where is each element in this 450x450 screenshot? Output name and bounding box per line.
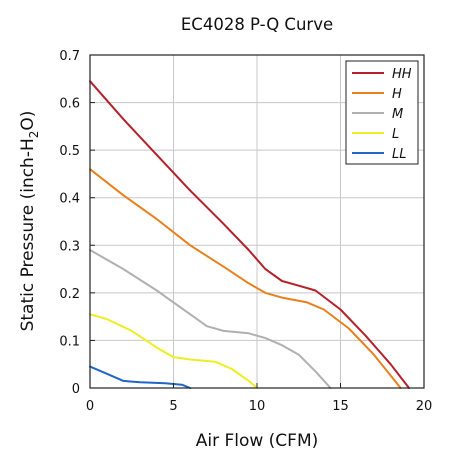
x-axis-label: Air Flow (CFM) [196, 431, 319, 450]
y-axis-label-main: Static Pressure (inch-H [18, 138, 38, 331]
y-axis-label-subscript: 2 [27, 131, 41, 139]
chart-title: EC4028 P-Q Curve [181, 15, 333, 34]
series-line-ll [89, 365, 192, 389]
series-line-l [89, 313, 258, 389]
y-tick-label: 0.3 [59, 239, 80, 254]
y-tick-label: 0 [72, 382, 80, 397]
legend-label-ll: LL [392, 147, 407, 162]
legend-label-hh: HH [392, 67, 412, 82]
y-tick-label: 0.6 [59, 97, 80, 112]
y-tick-label: 0.4 [59, 192, 80, 207]
y-tick-label: 0.2 [59, 287, 80, 302]
y-tick-label: 0.7 [59, 49, 80, 64]
series-line-hh [89, 80, 410, 389]
y-axis-label: Static Pressure (inch-H2O) [18, 111, 41, 332]
y-axis-label-end: O) [18, 111, 38, 131]
y-tick-label: 0.1 [59, 334, 80, 349]
series-line-h [89, 168, 402, 389]
x-tick-label: 5 [169, 399, 177, 414]
axis-ticks: 0 5 10 15 20 0 0.1 0.2 0.3 0.4 0.5 0.6 0.7 [59, 49, 432, 414]
x-tick-label: 15 [332, 399, 349, 414]
y-tick-label: 0.5 [59, 144, 80, 159]
series-line-m [89, 249, 332, 389]
x-tick-label: 10 [249, 399, 266, 414]
legend-label-h: H [392, 87, 402, 102]
legend-label-l: L [392, 127, 399, 142]
x-tick-label: 0 [86, 399, 94, 414]
series-lines [89, 80, 410, 389]
x-tick-label: 20 [416, 399, 433, 414]
legend-label-m: M [392, 107, 403, 122]
